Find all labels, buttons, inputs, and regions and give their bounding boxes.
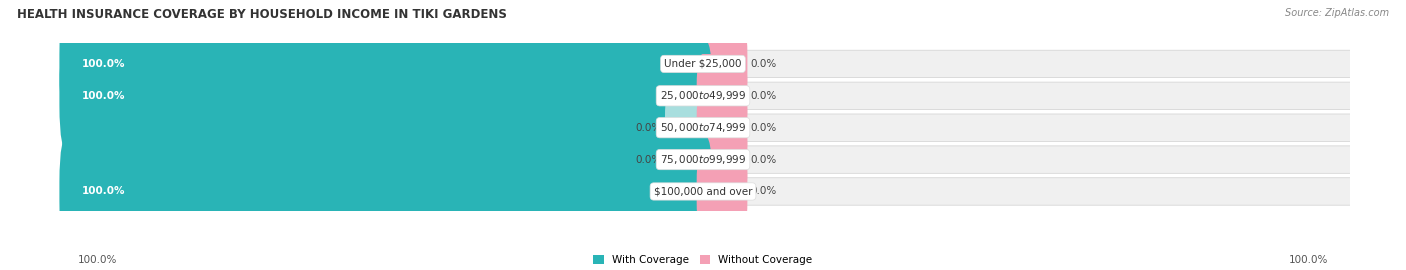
FancyBboxPatch shape xyxy=(59,6,713,122)
Text: $25,000 to $49,999: $25,000 to $49,999 xyxy=(659,89,747,102)
FancyBboxPatch shape xyxy=(63,82,1357,110)
FancyBboxPatch shape xyxy=(696,150,748,233)
Text: Under $25,000: Under $25,000 xyxy=(664,59,742,69)
Text: 100.0%: 100.0% xyxy=(77,255,117,265)
Text: 100.0%: 100.0% xyxy=(82,187,125,197)
Text: 100.0%: 100.0% xyxy=(1289,255,1329,265)
Text: 0.0%: 0.0% xyxy=(751,59,776,69)
Text: $50,000 to $74,999: $50,000 to $74,999 xyxy=(659,121,747,134)
FancyBboxPatch shape xyxy=(696,22,748,106)
Text: 0.0%: 0.0% xyxy=(751,155,776,165)
Text: 0.0%: 0.0% xyxy=(636,155,662,165)
Text: 100.0%: 100.0% xyxy=(82,59,125,69)
FancyBboxPatch shape xyxy=(63,146,1357,173)
FancyBboxPatch shape xyxy=(665,86,710,170)
Text: $100,000 and over: $100,000 and over xyxy=(654,187,752,197)
FancyBboxPatch shape xyxy=(696,118,748,201)
Text: HEALTH INSURANCE COVERAGE BY HOUSEHOLD INCOME IN TIKI GARDENS: HEALTH INSURANCE COVERAGE BY HOUSEHOLD I… xyxy=(17,8,506,21)
FancyBboxPatch shape xyxy=(63,178,1357,205)
Text: 0.0%: 0.0% xyxy=(751,123,776,133)
Text: $75,000 to $99,999: $75,000 to $99,999 xyxy=(659,153,747,166)
Legend: With Coverage, Without Coverage: With Coverage, Without Coverage xyxy=(589,251,817,269)
FancyBboxPatch shape xyxy=(665,118,710,201)
FancyBboxPatch shape xyxy=(696,54,748,138)
FancyBboxPatch shape xyxy=(59,38,713,154)
Text: Source: ZipAtlas.com: Source: ZipAtlas.com xyxy=(1285,8,1389,18)
FancyBboxPatch shape xyxy=(59,134,713,249)
FancyBboxPatch shape xyxy=(63,114,1357,141)
FancyBboxPatch shape xyxy=(63,50,1357,78)
Text: 0.0%: 0.0% xyxy=(751,187,776,197)
Text: 0.0%: 0.0% xyxy=(636,123,662,133)
Text: 0.0%: 0.0% xyxy=(751,91,776,101)
Text: 100.0%: 100.0% xyxy=(82,91,125,101)
FancyBboxPatch shape xyxy=(696,86,748,170)
